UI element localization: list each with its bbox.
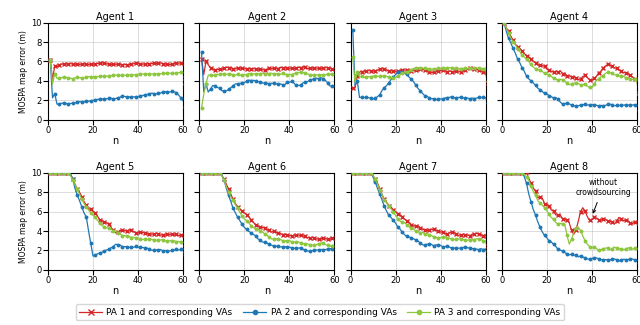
X-axis label: n: n bbox=[415, 286, 421, 296]
Text: without
crowdsourcing: without crowdsourcing bbox=[575, 178, 631, 213]
X-axis label: n: n bbox=[264, 136, 270, 146]
Title: Agent 2: Agent 2 bbox=[248, 12, 286, 22]
Title: Agent 1: Agent 1 bbox=[97, 12, 134, 22]
X-axis label: n: n bbox=[113, 136, 118, 146]
Title: Agent 4: Agent 4 bbox=[550, 12, 588, 22]
X-axis label: n: n bbox=[566, 136, 572, 146]
X-axis label: n: n bbox=[264, 286, 270, 296]
Y-axis label: MOSPA map error (m): MOSPA map error (m) bbox=[19, 180, 28, 263]
Title: Agent 7: Agent 7 bbox=[399, 162, 437, 172]
X-axis label: n: n bbox=[415, 136, 421, 146]
X-axis label: n: n bbox=[566, 286, 572, 296]
Title: Agent 3: Agent 3 bbox=[399, 12, 437, 22]
Title: Agent 8: Agent 8 bbox=[550, 162, 588, 172]
Title: Agent 6: Agent 6 bbox=[248, 162, 286, 172]
X-axis label: n: n bbox=[113, 286, 118, 296]
Y-axis label: MOSPA map error (m): MOSPA map error (m) bbox=[19, 30, 28, 113]
Title: Agent 5: Agent 5 bbox=[97, 162, 134, 172]
Legend: PA 1 and corresponding VAs, PA 2 and corresponding VAs, PA 3 and corresponding V: PA 1 and corresponding VAs, PA 2 and cor… bbox=[76, 304, 564, 320]
